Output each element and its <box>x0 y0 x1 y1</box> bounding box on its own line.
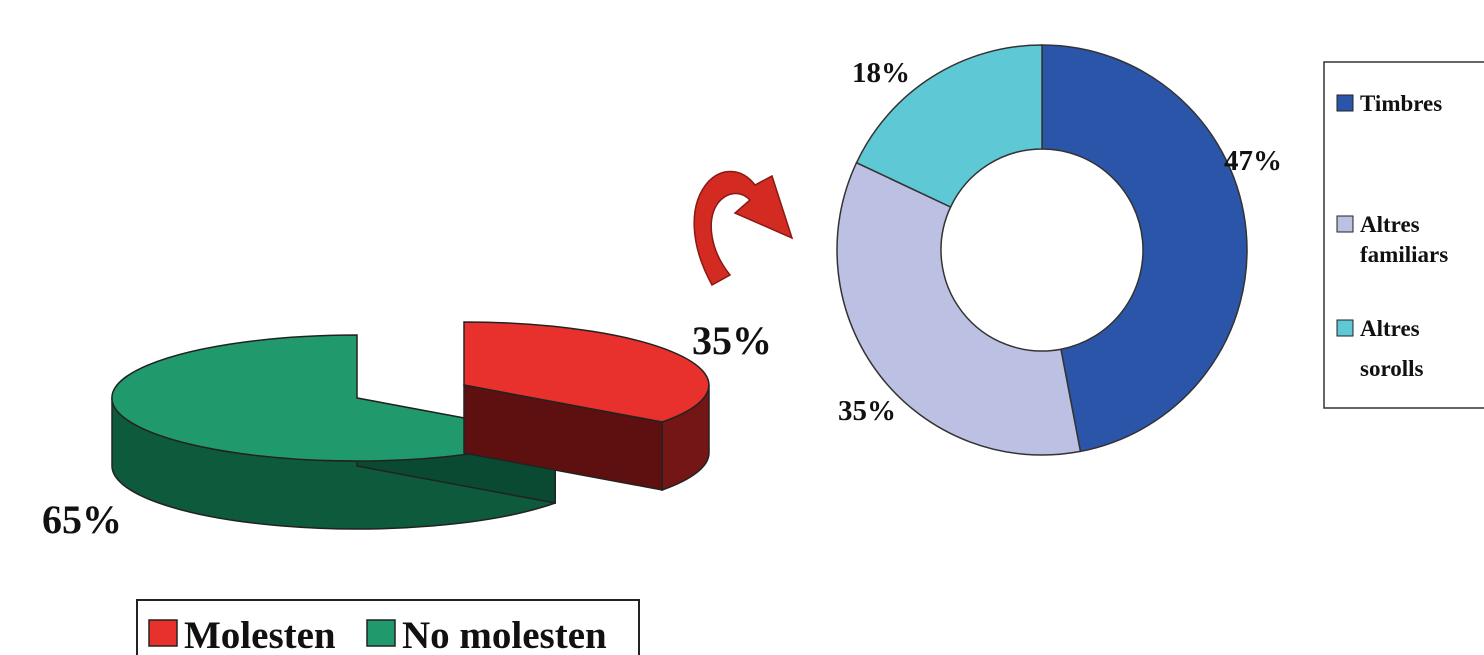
pie-label-molesten: 35% <box>692 318 772 363</box>
legend-swatch-altres-sorolls <box>1336 319 1354 337</box>
donut-slice-altres-sorolls <box>855 44 1043 208</box>
pie-label-no-molesten: 65% <box>42 497 122 542</box>
donut-slice-timbres <box>1041 44 1248 453</box>
donut-label-altres-familiars: 35% <box>838 395 896 427</box>
donut-chart: 47% 35% 18% <box>836 44 1282 456</box>
donut-label-timbres: 47% <box>1224 145 1282 177</box>
legend-swatch-no-molesten <box>366 619 396 647</box>
pie-slice-no-molesten <box>111 334 559 462</box>
donut-legend: Timbres Altres familiars Altres sorolls <box>1323 61 1484 409</box>
legend-label-molesten: Molesten <box>184 614 336 655</box>
pie-legend: Molesten No molesten <box>136 599 640 655</box>
donut-label-altres-sorolls: 18% <box>852 57 910 89</box>
legend-label-altres-sorolls-line2: sorolls <box>1360 356 1424 381</box>
legend-swatch-molesten <box>148 619 178 647</box>
curved-arrow-icon <box>693 170 794 287</box>
legend-swatch-timbres <box>1336 94 1354 112</box>
pie-slice-molesten <box>463 321 710 423</box>
legend-label-altres-familiars-line2: familiars <box>1360 242 1448 267</box>
donut-legend-box <box>1323 61 1484 409</box>
pie-3d-chart: 35% 65% <box>42 318 772 542</box>
legend-swatch-altres-familiars <box>1336 215 1354 233</box>
legend-label-altres-sorolls-line1: Altres <box>1360 316 1420 341</box>
legend-label-no-molesten: No molesten <box>402 614 607 655</box>
donut-slice-altres-familiars <box>836 161 1082 456</box>
legend-label-timbres: Timbres <box>1360 91 1442 116</box>
legend-label-altres-familiars-line1: Altres <box>1360 212 1420 237</box>
